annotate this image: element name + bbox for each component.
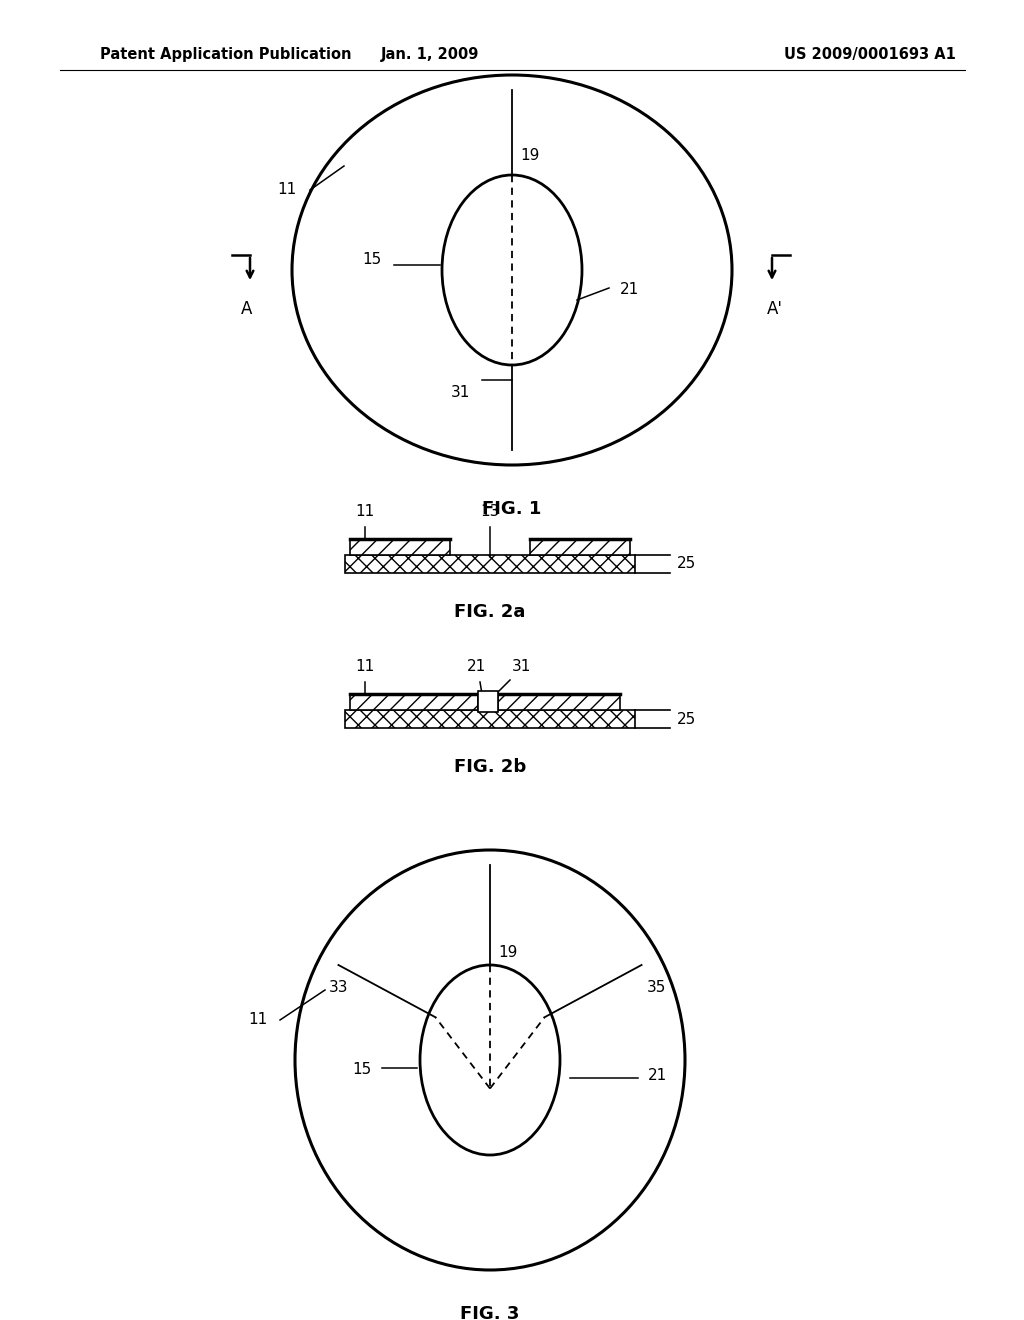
Text: A': A'	[767, 300, 783, 318]
Text: 19: 19	[520, 148, 540, 162]
Text: 15: 15	[362, 252, 382, 268]
Text: 25: 25	[677, 711, 696, 726]
Bar	[350, 694, 478, 710]
Text: US 2009/0001693 A1: US 2009/0001693 A1	[784, 48, 956, 62]
Text: 11: 11	[249, 1012, 268, 1027]
Text: FIG. 2a: FIG. 2a	[455, 603, 525, 620]
Text: 11: 11	[278, 182, 297, 198]
Bar	[478, 690, 498, 711]
Text: A: A	[242, 300, 253, 318]
Bar	[345, 554, 635, 573]
Text: 15: 15	[352, 1063, 372, 1077]
Bar	[345, 710, 635, 729]
Text: 11: 11	[355, 659, 375, 675]
Text: 19: 19	[498, 945, 517, 960]
Text: Patent Application Publication: Patent Application Publication	[100, 48, 351, 62]
Bar	[350, 539, 450, 554]
Text: 33: 33	[329, 979, 348, 995]
Text: 21: 21	[648, 1068, 668, 1082]
Text: Jan. 1, 2009: Jan. 1, 2009	[381, 48, 479, 62]
Text: FIG. 2b: FIG. 2b	[454, 758, 526, 776]
Text: FIG. 3: FIG. 3	[461, 1305, 520, 1320]
Bar	[530, 539, 630, 554]
Text: 21: 21	[466, 659, 485, 675]
Text: 31: 31	[512, 659, 531, 675]
Text: FIG. 1: FIG. 1	[482, 500, 542, 517]
Bar	[498, 694, 620, 710]
Text: 35: 35	[646, 979, 666, 995]
Text: 31: 31	[451, 385, 470, 400]
Text: 13: 13	[480, 504, 500, 519]
Text: 25: 25	[677, 557, 696, 572]
Text: 21: 21	[620, 282, 639, 297]
Text: 11: 11	[355, 504, 375, 519]
